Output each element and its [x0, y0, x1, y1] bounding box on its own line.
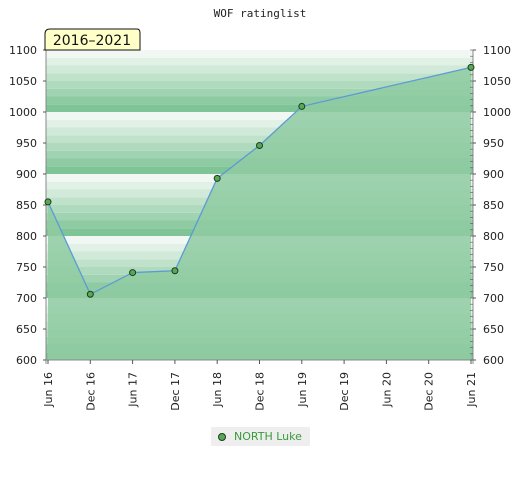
y-tick-label-right: 1100 [483, 44, 511, 57]
x-tick-label: Dec 17 [169, 372, 182, 411]
background-band [46, 127, 473, 136]
y-tick-label-left: 650 [16, 323, 37, 336]
y-tick-label-left: 900 [16, 168, 37, 181]
line-layer [47, 66, 472, 296]
data-point [256, 141, 263, 149]
y-tick-label-left: 1000 [9, 106, 37, 119]
legend: NORTH Luke [211, 427, 310, 446]
background-band [46, 65, 473, 74]
x-tick-label: Jun 19 [296, 372, 309, 408]
y-tick-label-right: 1050 [483, 75, 511, 88]
background-band [46, 57, 473, 66]
x-tick-label: Jun 17 [127, 372, 140, 408]
data-point [86, 290, 94, 298]
y-tick-label-right: 650 [483, 323, 504, 336]
x-tick-label: Jun 18 [211, 372, 224, 408]
axes: 600 600 650 650 700 700 750 750 800 800 850 850 900 9… [9, 44, 511, 411]
background-band [46, 81, 473, 89]
y-tick-label-left: 1100 [9, 44, 37, 57]
y-tick-label-right: 600 [483, 354, 504, 367]
y-tick-label-left: 600 [16, 354, 37, 367]
x-tick-label: Dec 19 [338, 372, 351, 411]
legend-marker-icon [218, 432, 226, 441]
x-tick-label: Dec 16 [84, 372, 97, 411]
y-tick-label-left: 700 [16, 292, 37, 305]
series-line [47, 66, 472, 296]
y-tick-label-right: 850 [483, 199, 504, 212]
background-band [46, 119, 473, 128]
background-band [46, 104, 473, 112]
background-band [46, 50, 473, 58]
x-tick-label: Dec 20 [423, 372, 436, 411]
legend-label: NORTH Luke [234, 430, 302, 443]
period-label: 2016–2021 [53, 33, 131, 49]
points-layer [44, 63, 475, 298]
series-area [48, 67, 471, 361]
background-band [46, 112, 473, 120]
data-point [171, 267, 179, 275]
data-point [467, 63, 475, 71]
x-tick-label: Dec 18 [254, 372, 267, 411]
data-point [44, 198, 52, 206]
area-layer [48, 67, 471, 361]
y-tick-label-right: 800 [483, 230, 504, 243]
data-point [298, 102, 306, 110]
y-tick-label-right: 950 [483, 137, 504, 150]
y-tick-label-right: 900 [483, 168, 504, 181]
background-band [46, 135, 473, 143]
x-tick-label: Jun 16 [42, 372, 55, 408]
background-band [46, 73, 473, 81]
data-point [213, 174, 221, 182]
x-tick-label: Jun 20 [380, 372, 393, 408]
y-tick-label-left: 850 [16, 199, 37, 212]
period-box: 2016–2021 [44, 28, 141, 51]
x-tick-label: Jun 21 [465, 372, 478, 408]
y-tick-label-left: 950 [16, 137, 37, 150]
y-tick-label-right: 750 [483, 261, 504, 274]
data-point [129, 269, 137, 277]
y-tick-label-right: 700 [483, 292, 504, 305]
chart-title: WOF ratinglist [214, 7, 307, 20]
y-tick-label-left: 750 [16, 261, 37, 274]
background-band [46, 88, 473, 97]
y-tick-label-left: 800 [16, 230, 37, 243]
background-band [46, 96, 473, 105]
y-tick-label-left: 1050 [9, 75, 37, 88]
y-tick-label-right: 1000 [483, 106, 511, 119]
